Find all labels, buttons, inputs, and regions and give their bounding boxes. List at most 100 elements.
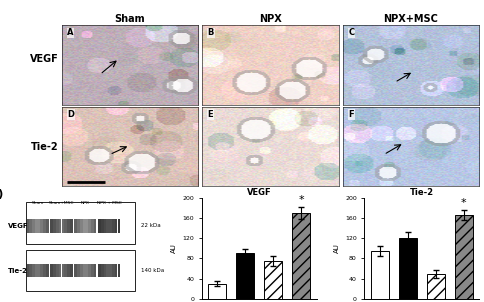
Bar — [98, 220, 101, 233]
Bar — [53, 220, 56, 233]
Bar — [30, 220, 32, 233]
Bar — [46, 264, 49, 277]
Text: Sham: Sham — [31, 201, 44, 205]
Bar — [35, 220, 38, 233]
Bar — [70, 264, 73, 277]
Bar — [46, 220, 49, 233]
Bar — [56, 220, 59, 233]
Text: 22 kDa: 22 kDa — [140, 223, 160, 229]
Bar — [26, 250, 135, 291]
Bar — [41, 220, 43, 233]
Y-axis label: AU: AU — [333, 243, 340, 253]
Bar — [67, 264, 70, 277]
Bar — [94, 220, 96, 233]
Text: E: E — [208, 110, 213, 119]
Bar — [67, 220, 70, 233]
Bar — [43, 264, 46, 277]
Bar — [101, 220, 104, 233]
Bar — [371, 251, 389, 299]
Bar — [64, 264, 67, 277]
Bar — [77, 264, 80, 277]
Bar — [38, 220, 40, 233]
Bar — [56, 264, 59, 277]
Bar — [427, 274, 445, 299]
Text: F: F — [348, 110, 354, 119]
Bar — [104, 220, 106, 233]
Text: Sham+MSC: Sham+MSC — [49, 201, 74, 205]
Bar — [109, 264, 112, 277]
Text: NPX + MSC: NPX + MSC — [97, 201, 121, 205]
Bar — [208, 284, 227, 299]
Bar — [50, 264, 53, 277]
Bar — [88, 264, 91, 277]
Bar — [59, 220, 61, 233]
Bar — [75, 264, 77, 277]
Bar — [64, 220, 67, 233]
Text: NPX: NPX — [81, 201, 90, 205]
Bar — [35, 264, 38, 277]
Bar — [80, 220, 83, 233]
Bar — [292, 213, 310, 299]
Bar — [80, 264, 83, 277]
Text: (G): (G) — [0, 189, 3, 200]
Text: NPX+MSC: NPX+MSC — [383, 14, 439, 24]
Title: Tie-2: Tie-2 — [410, 188, 434, 197]
Bar — [106, 220, 109, 233]
Text: C: C — [348, 28, 354, 37]
Bar — [30, 264, 32, 277]
Bar — [115, 220, 118, 233]
Bar — [38, 264, 40, 277]
Bar — [61, 220, 64, 233]
Bar — [85, 220, 88, 233]
Bar — [109, 220, 112, 233]
Bar — [27, 264, 30, 277]
Y-axis label: AU: AU — [171, 243, 177, 253]
Text: *: * — [298, 195, 304, 205]
Bar — [101, 264, 104, 277]
Text: Tie-2: Tie-2 — [31, 143, 59, 153]
Bar — [94, 264, 96, 277]
Bar — [83, 220, 85, 233]
Bar — [26, 202, 135, 244]
Bar — [236, 253, 254, 299]
Text: VEGF: VEGF — [30, 54, 59, 64]
Text: 140 kDa: 140 kDa — [140, 268, 164, 273]
Bar — [454, 215, 473, 299]
Bar — [75, 220, 77, 233]
Text: A: A — [67, 28, 74, 37]
Bar — [106, 264, 109, 277]
Text: Tie-2: Tie-2 — [8, 268, 28, 274]
Bar — [43, 220, 46, 233]
Bar — [85, 264, 88, 277]
Text: B: B — [208, 28, 214, 37]
Bar — [70, 220, 73, 233]
Text: Sham: Sham — [115, 14, 145, 24]
Bar — [91, 264, 93, 277]
Bar — [112, 220, 115, 233]
Bar — [88, 220, 91, 233]
Bar — [59, 264, 61, 277]
Bar — [83, 264, 85, 277]
Bar — [98, 264, 101, 277]
Bar — [32, 264, 35, 277]
Text: VEGF: VEGF — [8, 223, 29, 229]
Text: *: * — [461, 198, 467, 208]
Bar — [264, 261, 282, 299]
Bar — [61, 264, 64, 277]
Bar — [91, 220, 93, 233]
Bar — [41, 264, 43, 277]
Text: D: D — [67, 110, 74, 119]
Title: VEGF: VEGF — [247, 188, 272, 197]
Bar — [53, 264, 56, 277]
Bar — [104, 264, 106, 277]
Bar — [50, 220, 53, 233]
Bar — [27, 220, 30, 233]
Bar — [118, 264, 120, 277]
Bar — [32, 220, 35, 233]
Bar — [77, 220, 80, 233]
Text: NPX: NPX — [259, 14, 282, 24]
Bar — [112, 264, 115, 277]
Bar — [399, 238, 417, 299]
Bar — [115, 264, 118, 277]
Bar — [118, 220, 120, 233]
